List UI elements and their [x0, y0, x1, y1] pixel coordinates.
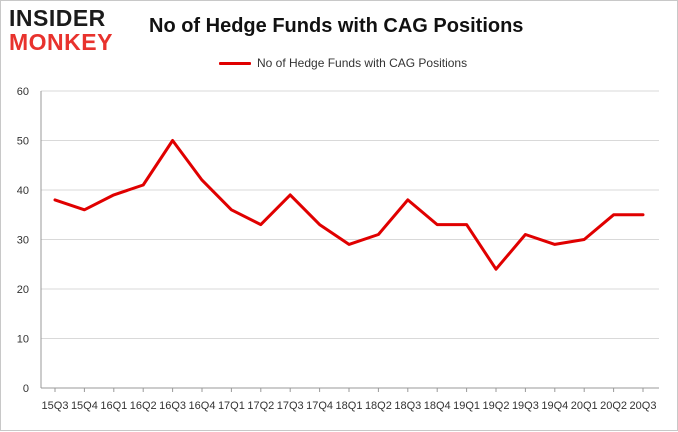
- x-tick-label: 19Q2: [483, 400, 510, 412]
- x-tick-label: 20Q3: [630, 400, 657, 412]
- x-tick-label: 20Q2: [600, 400, 627, 412]
- y-tick-label: 60: [17, 86, 29, 98]
- y-tick-label: 10: [17, 334, 29, 346]
- x-tick-label: 18Q1: [336, 400, 363, 412]
- x-tick-label: 19Q3: [512, 400, 539, 412]
- chart-title: No of Hedge Funds with CAG Positions: [149, 15, 524, 37]
- y-tick-label: 0: [23, 383, 29, 395]
- legend-label: No of Hedge Funds with CAG Positions: [257, 56, 468, 70]
- x-tick-label: 19Q1: [453, 400, 480, 412]
- x-tick-label: 16Q1: [100, 400, 127, 412]
- x-tick-label: 17Q3: [277, 400, 304, 412]
- chart-legend: No of Hedge Funds with CAG Positions: [219, 56, 467, 70]
- x-tick-label: 15Q4: [71, 400, 98, 412]
- y-tick-label: 50: [17, 136, 29, 148]
- x-tick-label: 17Q2: [247, 400, 274, 412]
- x-tick-label: 19Q4: [541, 400, 568, 412]
- y-tick-label: 20: [17, 284, 29, 296]
- series-line: [53, 139, 645, 271]
- y-tick-label: 30: [17, 235, 29, 247]
- insider-monkey-logo: INSIDER MONKEY: [9, 7, 127, 55]
- x-tick-label: 17Q4: [306, 400, 333, 412]
- x-tick-label: 16Q4: [189, 400, 216, 412]
- x-tick-label: 18Q4: [424, 400, 451, 412]
- x-tick-label: 18Q3: [394, 400, 421, 412]
- x-tick-label: 17Q1: [218, 400, 245, 412]
- logo-line-1: INSIDER: [9, 5, 106, 31]
- x-tick-label: 16Q3: [159, 400, 186, 412]
- x-tick-label: 16Q2: [130, 400, 157, 412]
- x-tick-label: 20Q1: [571, 400, 598, 412]
- logo-line-2: MONKEY: [9, 29, 113, 55]
- y-tick-label: 40: [17, 185, 29, 197]
- legend-swatch: [219, 61, 251, 65]
- x-tick-label: 18Q2: [365, 400, 392, 412]
- x-tick-label: 15Q3: [42, 400, 69, 412]
